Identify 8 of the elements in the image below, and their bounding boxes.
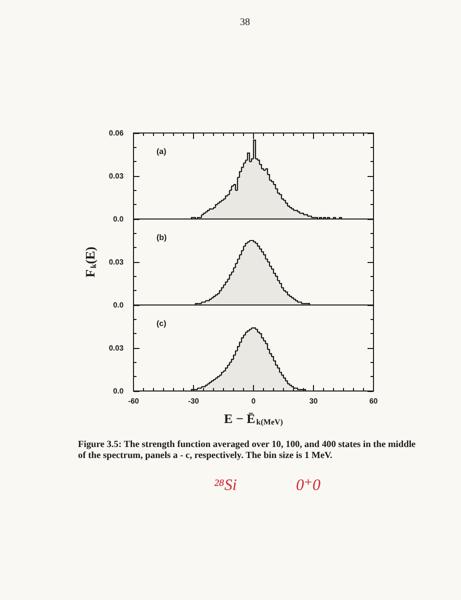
text: ²⁸Si [214,477,237,495]
annotation: (b) [156,233,167,243]
annotation: (c) [156,319,166,329]
text: 38 [240,17,250,28]
caption: Figure 3.5: The strength function averaged over 10, 100, and 400 states in the middle of the spectrum, panels a - c, respectively. The bin size is 1 MeV. [78,440,417,462]
annotation: (a) [156,147,166,157]
y-axis-title: Fk(E) [82,246,98,278]
text: 0⁺0 [296,477,320,495]
